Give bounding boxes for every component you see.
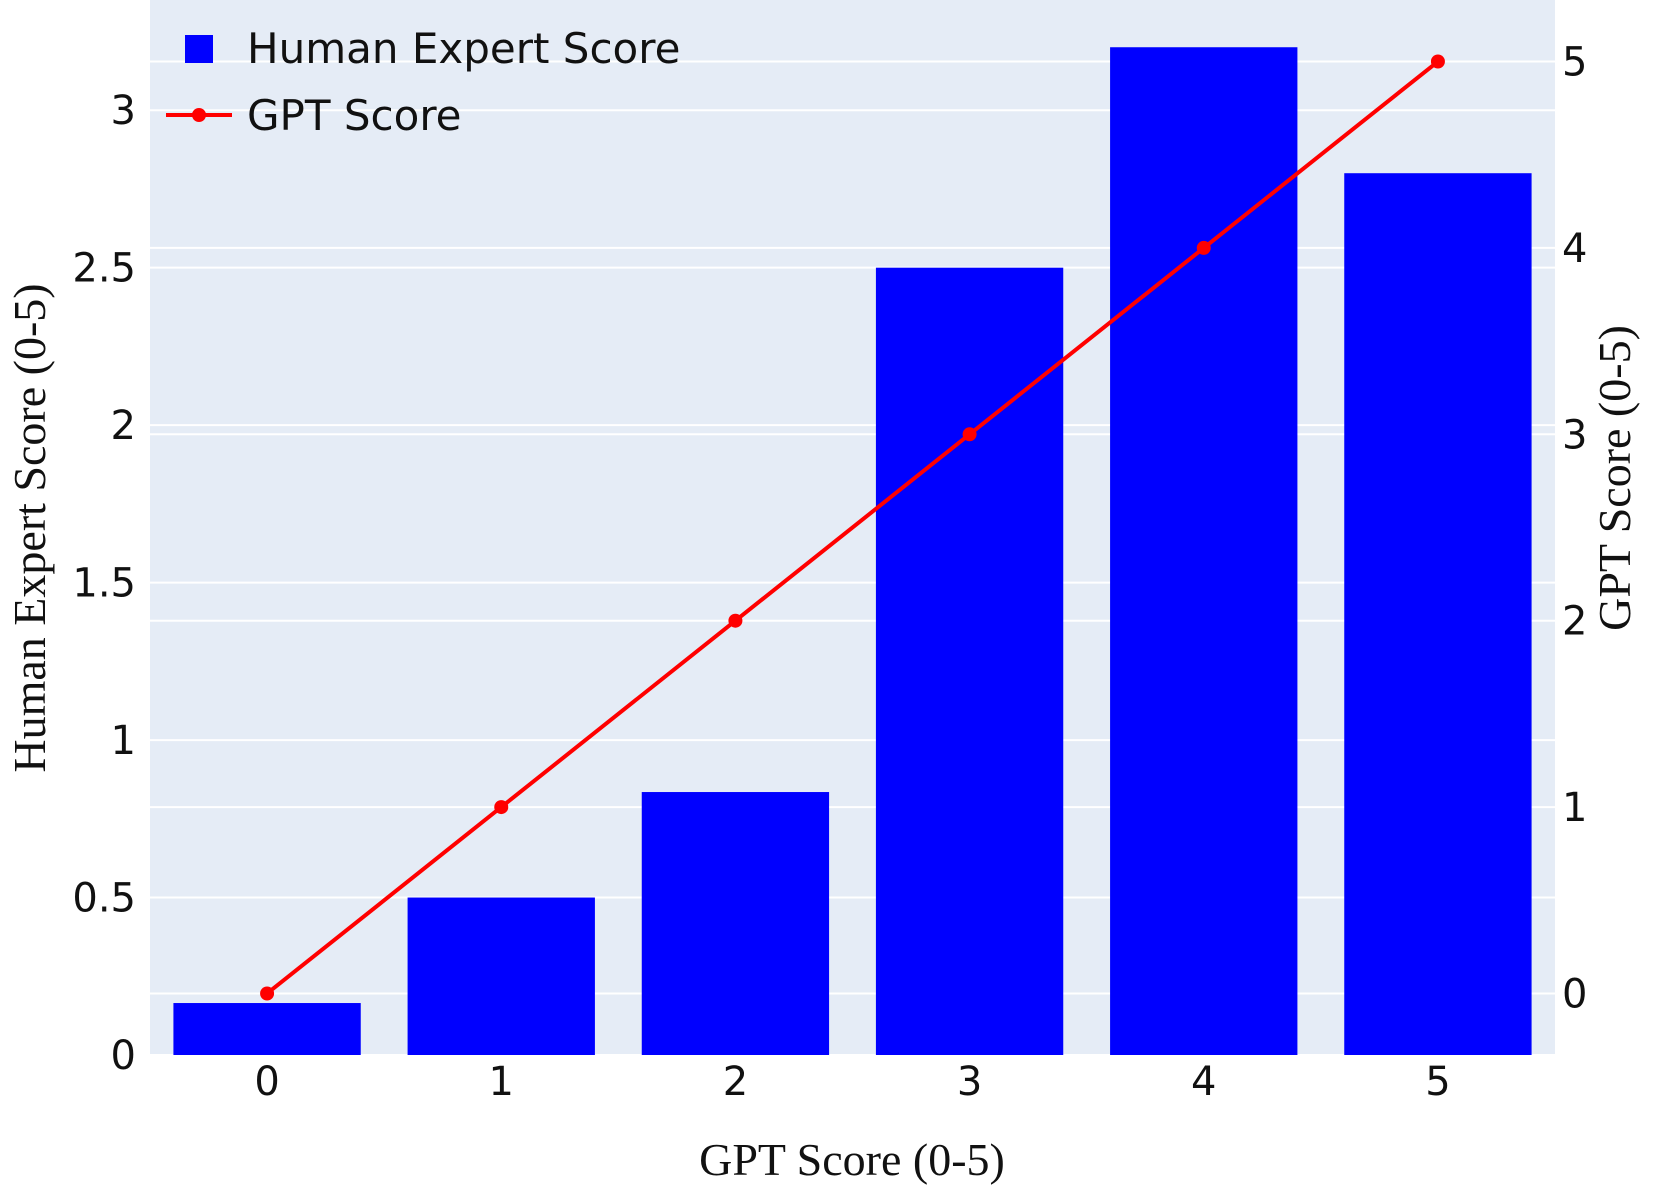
y-left-tick-label: 3 — [111, 88, 136, 134]
y-left-tick-label: 0 — [111, 1033, 136, 1079]
line-series — [260, 54, 1445, 1001]
legend-line-marker — [192, 108, 206, 122]
x-tick-label: 0 — [254, 1059, 279, 1105]
y-right-tick-label: 3 — [1562, 412, 1587, 458]
x-tick-label: 4 — [1191, 1059, 1216, 1105]
point-0 — [260, 986, 275, 1001]
y-right-tick-label: 2 — [1562, 599, 1587, 645]
point-3 — [962, 427, 977, 442]
y-right-tick-label: 4 — [1562, 226, 1587, 272]
y-axis-left-title: Human Expert Score (0-5) — [4, 283, 55, 772]
gpt-score-line — [265, 59, 1440, 996]
point-1 — [494, 800, 509, 815]
legend[interactable]: Human Expert Score GPT Score — [166, 24, 680, 140]
y-axis-right-title: GPT Score (0-5) — [1589, 325, 1640, 631]
y-right-tick-label: 0 — [1562, 971, 1587, 1017]
bar-2 — [641, 792, 830, 1055]
bar-1 — [407, 897, 595, 1055]
legend-label-gpt-score: GPT Score — [247, 91, 462, 140]
y-right-tick-label: 5 — [1562, 40, 1587, 86]
x-tick-label: 1 — [489, 1059, 514, 1105]
point-4 — [1196, 240, 1211, 255]
y-axis-right-ticks: 0 1 2 3 4 5 — [1562, 40, 1587, 1018]
x-tick-label: 3 — [957, 1059, 982, 1105]
bar-series — [173, 47, 1532, 1056]
y-left-tick-label: 2 — [111, 403, 136, 449]
point-2 — [728, 613, 743, 628]
point-5 — [1430, 54, 1445, 69]
grid-lines-right — [150, 60, 1555, 995]
x-tick-label: 2 — [723, 1059, 748, 1105]
bar-3 — [875, 267, 1064, 1056]
grid-lines-left — [150, 109, 1555, 1056]
bar-4 — [1110, 47, 1298, 1055]
x-axis-ticks: 0 1 2 3 4 5 — [254, 1059, 1450, 1105]
bar-5 — [1344, 173, 1532, 1055]
legend-bar-swatch — [185, 35, 213, 63]
x-axis-title: GPT Score (0-5) — [699, 1134, 1005, 1185]
x-tick-label: 5 — [1425, 1059, 1450, 1105]
y-left-tick-label: 1.5 — [72, 561, 136, 607]
y-axis-left-ticks: 0 0.5 1 1.5 2 2.5 3 — [72, 88, 136, 1079]
y-left-tick-label: 2.5 — [72, 246, 136, 292]
y-right-tick-label: 1 — [1562, 785, 1587, 831]
legend-label-human-expert-score: Human Expert Score — [247, 24, 680, 73]
y-left-tick-label: 0.5 — [72, 876, 136, 922]
y-left-tick-label: 1 — [111, 718, 136, 764]
bar-0 — [173, 1003, 361, 1055]
